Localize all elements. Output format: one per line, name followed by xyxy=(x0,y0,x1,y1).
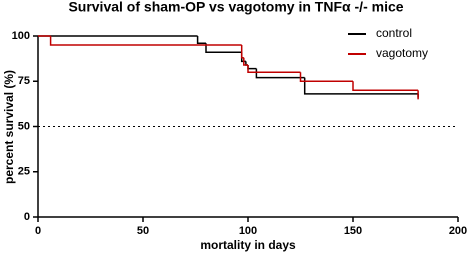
survival-step xyxy=(205,43,242,54)
x-axis-title: mortality in days xyxy=(200,238,296,252)
survival-step xyxy=(255,68,305,79)
legend-label: vagotomy xyxy=(376,46,428,60)
legend-label: control xyxy=(376,26,412,40)
y-tick-label: 75 xyxy=(18,75,30,87)
survival-step xyxy=(303,77,419,95)
y-axis-title: percent survival (%) xyxy=(2,70,16,184)
x-tick-label: 100 xyxy=(239,225,257,237)
y-tick-label: 50 xyxy=(18,120,30,132)
x-tick-label: 200 xyxy=(449,225,467,237)
survival-step xyxy=(352,81,419,92)
x-tick-label: 50 xyxy=(137,225,149,237)
survival-step xyxy=(243,57,248,66)
survival-step xyxy=(247,64,257,70)
survival-step xyxy=(196,36,206,44)
survival-step xyxy=(49,36,242,46)
survival-step xyxy=(240,45,244,59)
x-tick-label: 150 xyxy=(344,225,362,237)
x-tick-label: 0 xyxy=(35,225,41,237)
chart-title: Survival of sham-OP vs vagotomy in TNFα … xyxy=(68,0,403,15)
y-tick-label: 0 xyxy=(24,211,30,223)
survival-step xyxy=(299,72,353,82)
survival-step xyxy=(247,64,301,73)
y-tick-label: 25 xyxy=(18,166,30,178)
y-tick-label: 100 xyxy=(12,30,30,42)
